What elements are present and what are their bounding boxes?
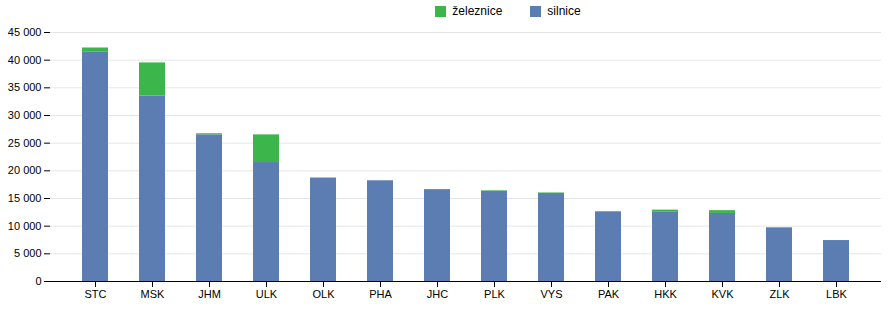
svg-text:40 000: 40 000 (8, 54, 42, 66)
svg-text:20 000: 20 000 (8, 164, 42, 176)
html-text:železnice: železnice (452, 4, 503, 18)
html-text:silnice: silnice (547, 4, 581, 18)
svg-text:45 000: 45 000 (8, 26, 42, 38)
svg-text:30 000: 30 000 (8, 109, 42, 121)
svg-text:KVK: KVK (711, 288, 734, 300)
svg-text:15 000: 15 000 (8, 192, 42, 204)
svg-text:PAK: PAK (598, 288, 620, 300)
svg-text:HKK: HKK (654, 288, 677, 300)
svg-text:35 000: 35 000 (8, 81, 42, 93)
svg-text:25 000: 25 000 (8, 137, 42, 149)
svg-text:5 000: 5 000 (14, 247, 42, 259)
svg-text:0: 0 (35, 275, 41, 287)
svg-text:PHA: PHA (369, 288, 392, 300)
svg-text:ZLK: ZLK (769, 288, 790, 300)
svg-text:10 000: 10 000 (8, 220, 42, 232)
svg-text:PLK: PLK (484, 288, 505, 300)
svg-text:JHM: JHM (198, 288, 221, 300)
svg-text:LBK: LBK (826, 288, 847, 300)
svg-text:MSK: MSK (141, 288, 166, 300)
svg-text:ULK: ULK (256, 288, 278, 300)
svg-text:JHC: JHC (427, 288, 448, 300)
svg-text:OLK: OLK (312, 288, 335, 300)
svg-text:STC: STC (85, 288, 107, 300)
svg-text:VYS: VYS (540, 288, 562, 300)
